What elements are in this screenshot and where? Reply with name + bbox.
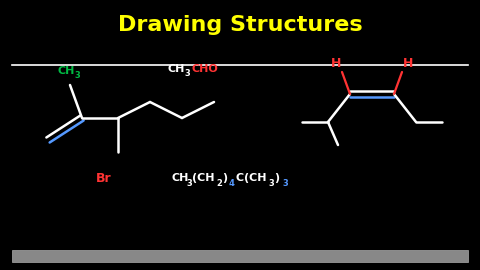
Text: 2: 2 — [216, 178, 222, 187]
Text: (CH: (CH — [192, 173, 215, 183]
Text: 3: 3 — [74, 71, 80, 80]
Text: 4: 4 — [229, 178, 235, 187]
Text: H: H — [403, 57, 413, 70]
Text: CH: CH — [58, 66, 75, 76]
Text: 3: 3 — [282, 178, 288, 187]
Text: (CH: (CH — [244, 173, 266, 183]
Bar — [12, 250, 468, 262]
Text: CHO: CHO — [191, 64, 218, 74]
Text: H: H — [331, 57, 341, 70]
Text: 3: 3 — [268, 178, 274, 187]
Text: CH: CH — [168, 64, 185, 74]
Text: 3: 3 — [186, 178, 192, 187]
Text: ): ) — [222, 173, 227, 183]
Text: ): ) — [274, 173, 279, 183]
Text: CH: CH — [172, 173, 190, 183]
Text: Drawing Structures: Drawing Structures — [118, 15, 362, 35]
Text: 3: 3 — [184, 69, 190, 78]
Text: C: C — [236, 173, 244, 183]
Text: Br: Br — [96, 172, 112, 185]
